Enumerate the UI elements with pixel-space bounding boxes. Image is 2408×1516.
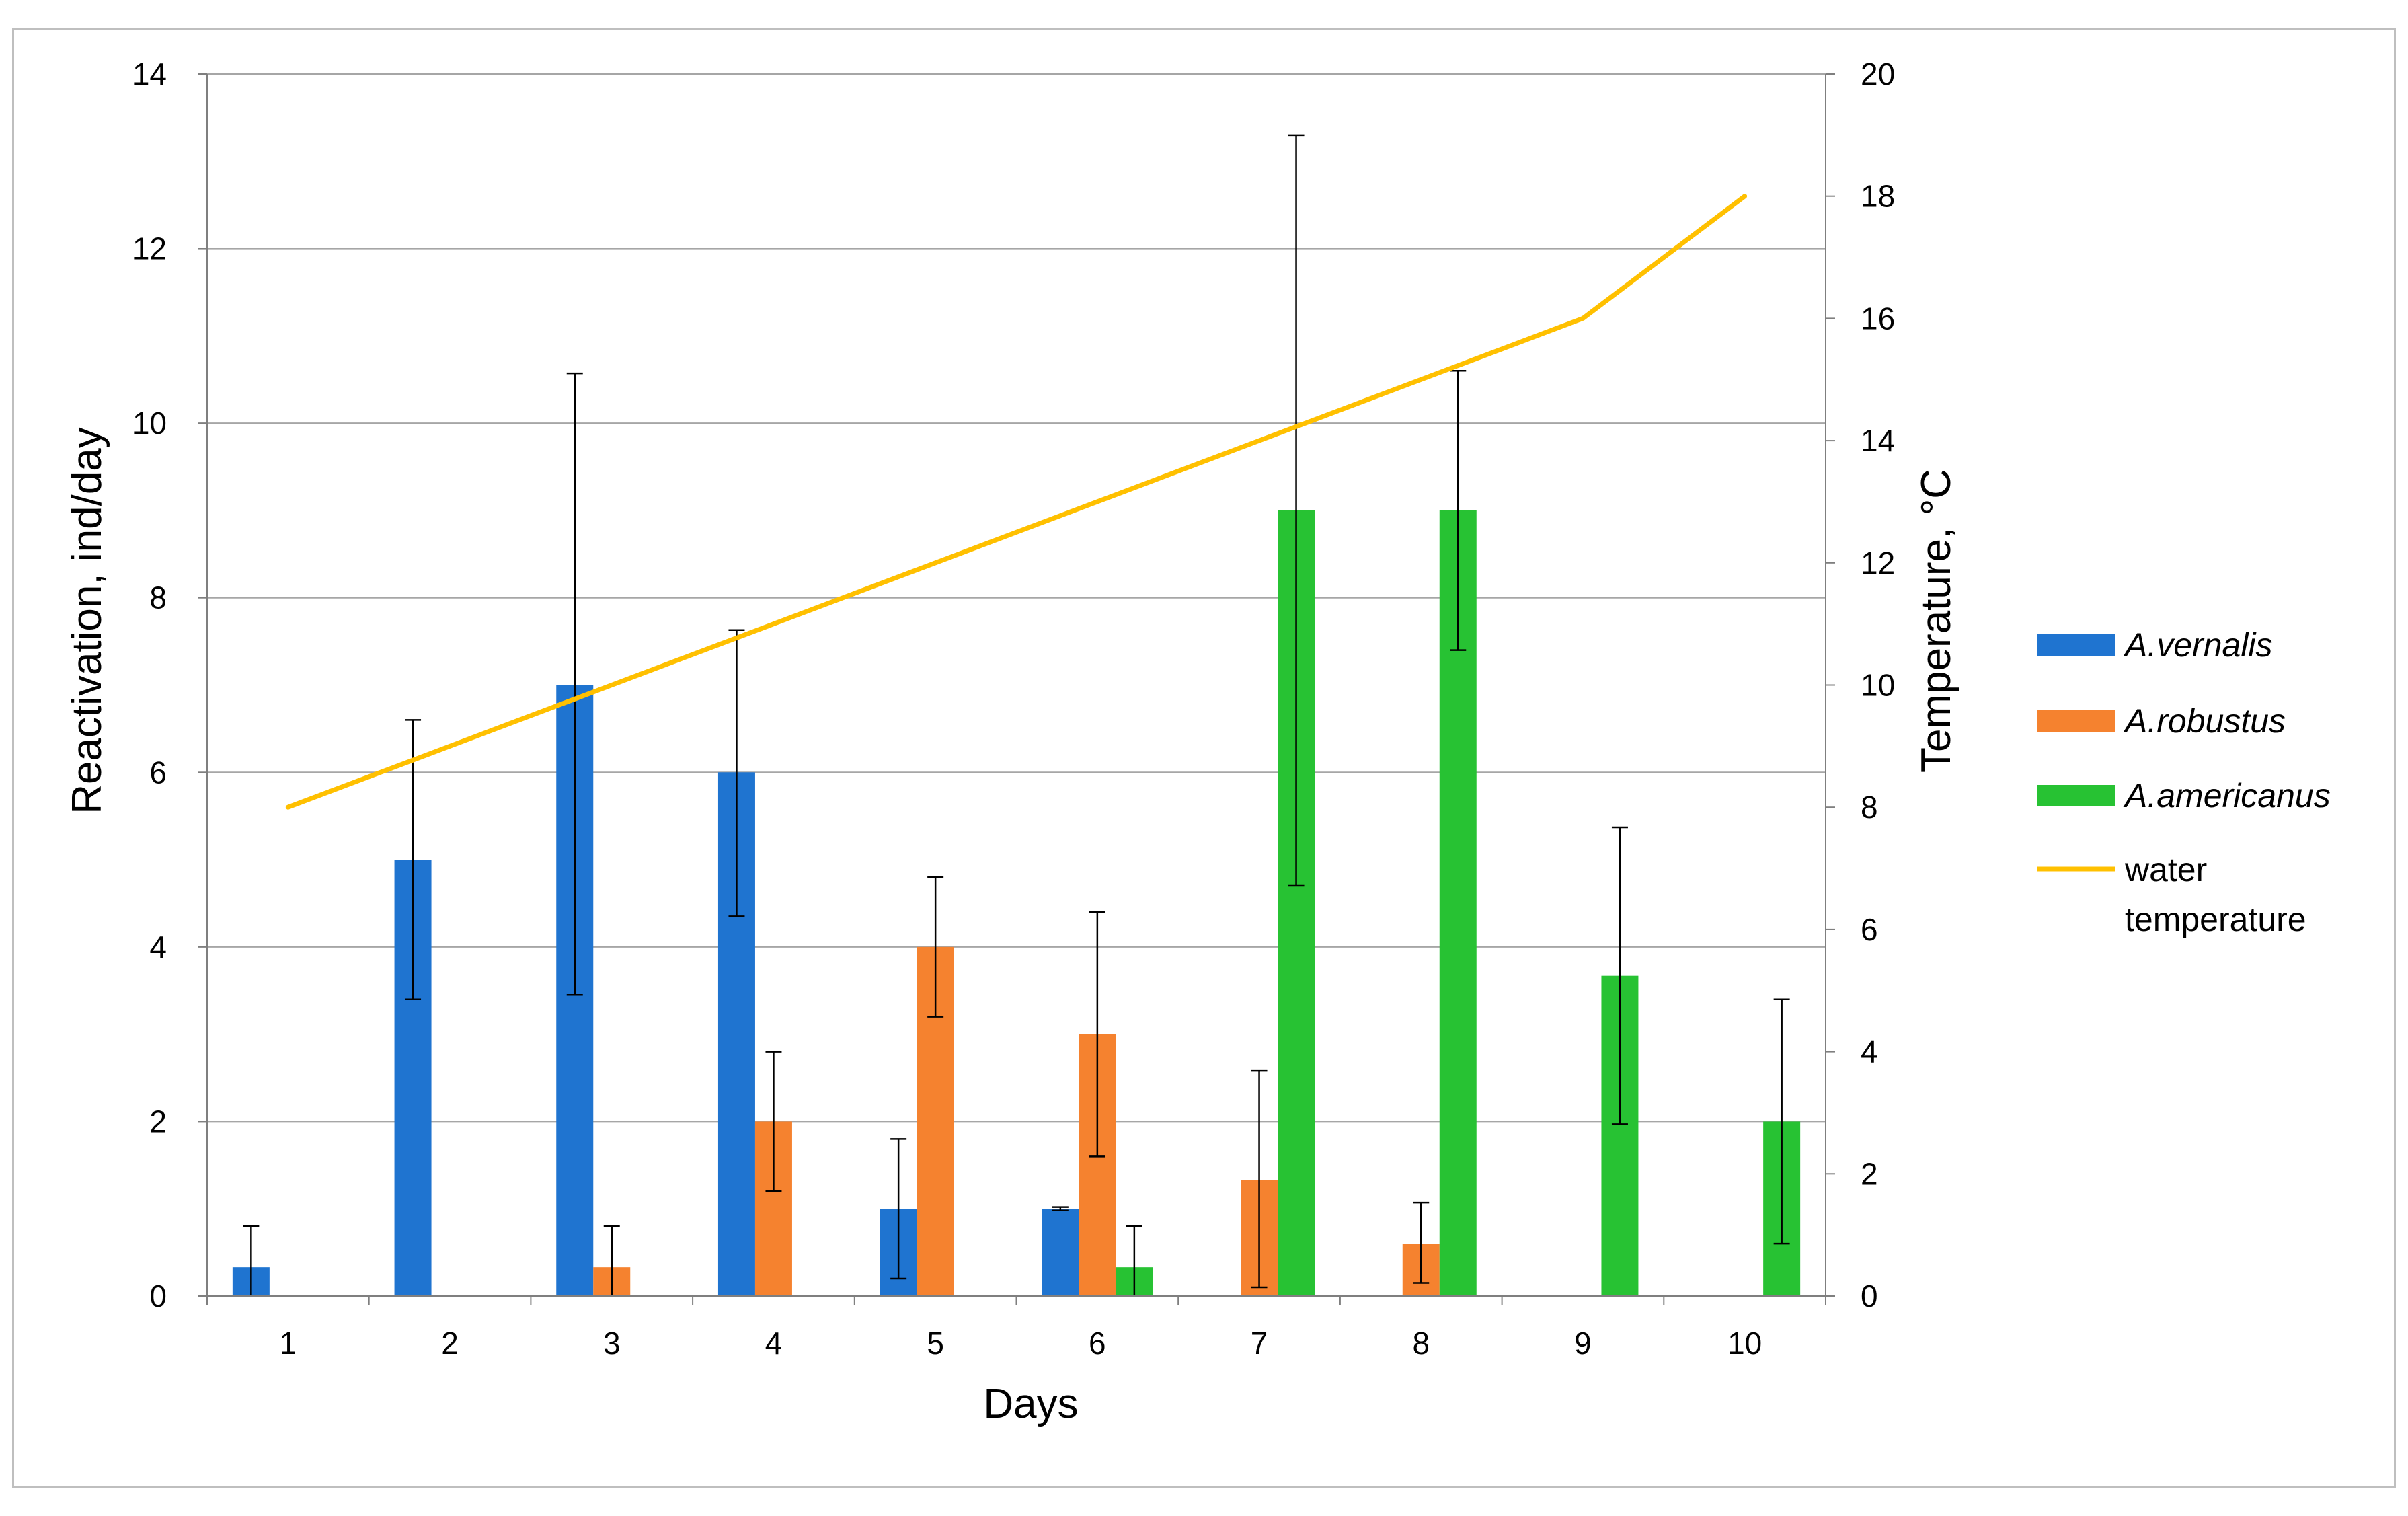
legend: A.vernalis A.robustus A.americanus water…: [2037, 626, 2331, 938]
y2-tick-label: 12: [1861, 545, 1895, 580]
legend-label-americanus: A.americanus: [2123, 777, 2331, 814]
x-tick-label: 5: [927, 1326, 944, 1361]
y2-tick-label: 8: [1861, 790, 1878, 825]
x-tick-label: 6: [1089, 1326, 1106, 1361]
x-axis-title: Days: [983, 1381, 1078, 1427]
legend-swatch-robustus: [2037, 710, 2115, 732]
y2-tick-label: 10: [1861, 668, 1895, 703]
x-tick-label: 10: [1727, 1326, 1762, 1361]
y2-tick-label: 2: [1861, 1156, 1878, 1191]
y2-tick-label: 4: [1861, 1034, 1878, 1069]
x-tick-label: 8: [1412, 1326, 1430, 1361]
temperature-line-group: [285, 194, 1748, 810]
legend-label-water-temperature: water temperature: [2124, 851, 2306, 938]
y-tick-label: 10: [132, 406, 167, 441]
chart-frame: [12, 28, 2396, 1488]
legend-swatch-americanus: [2037, 785, 2115, 806]
y-tick-label: 14: [132, 56, 167, 91]
y2-axis-title: Temperature, °C: [1913, 469, 1959, 773]
bars: [232, 510, 1801, 1296]
y-axis-title: Reactivation, ind/day: [64, 427, 110, 814]
y-tick-label: 2: [149, 1104, 167, 1139]
y2-tick-label: 6: [1861, 912, 1878, 947]
y-tick-label: 8: [149, 580, 167, 615]
y2-tick-label: 20: [1861, 56, 1895, 91]
legend-label-vernalis: A.vernalis: [2123, 626, 2273, 664]
legend-label-water: water: [2124, 851, 2207, 888]
y2-tick-label: 18: [1861, 179, 1895, 214]
temperature-line: [285, 194, 1748, 810]
y-tick-label: 0: [149, 1279, 167, 1314]
legend-swatch-vernalis: [2037, 634, 2115, 656]
bar-avernalis: [1042, 1209, 1079, 1296]
y-tick-label: 12: [132, 231, 167, 266]
y2-tick-label: 16: [1861, 301, 1895, 336]
y2-tick-label: 0: [1861, 1279, 1878, 1314]
error-bars: [243, 134, 1790, 1297]
grid-lines: [207, 73, 1826, 1297]
y2-tick-label: 14: [1861, 423, 1895, 458]
x-tick-label: 9: [1574, 1326, 1592, 1361]
x-tick-label: 3: [603, 1326, 621, 1361]
x-tick-label: 4: [765, 1326, 783, 1361]
legend-label-temperature: temperature: [2125, 901, 2306, 938]
y-tick-label: 6: [149, 755, 167, 790]
axes: [198, 73, 1835, 1305]
x-tick-label: 1: [280, 1326, 297, 1361]
x-tick-label: 7: [1251, 1326, 1268, 1361]
x-tick-label: 2: [441, 1326, 459, 1361]
y-tick-label: 4: [149, 930, 167, 964]
legend-label-robustus: A.robustus: [2123, 702, 2286, 740]
